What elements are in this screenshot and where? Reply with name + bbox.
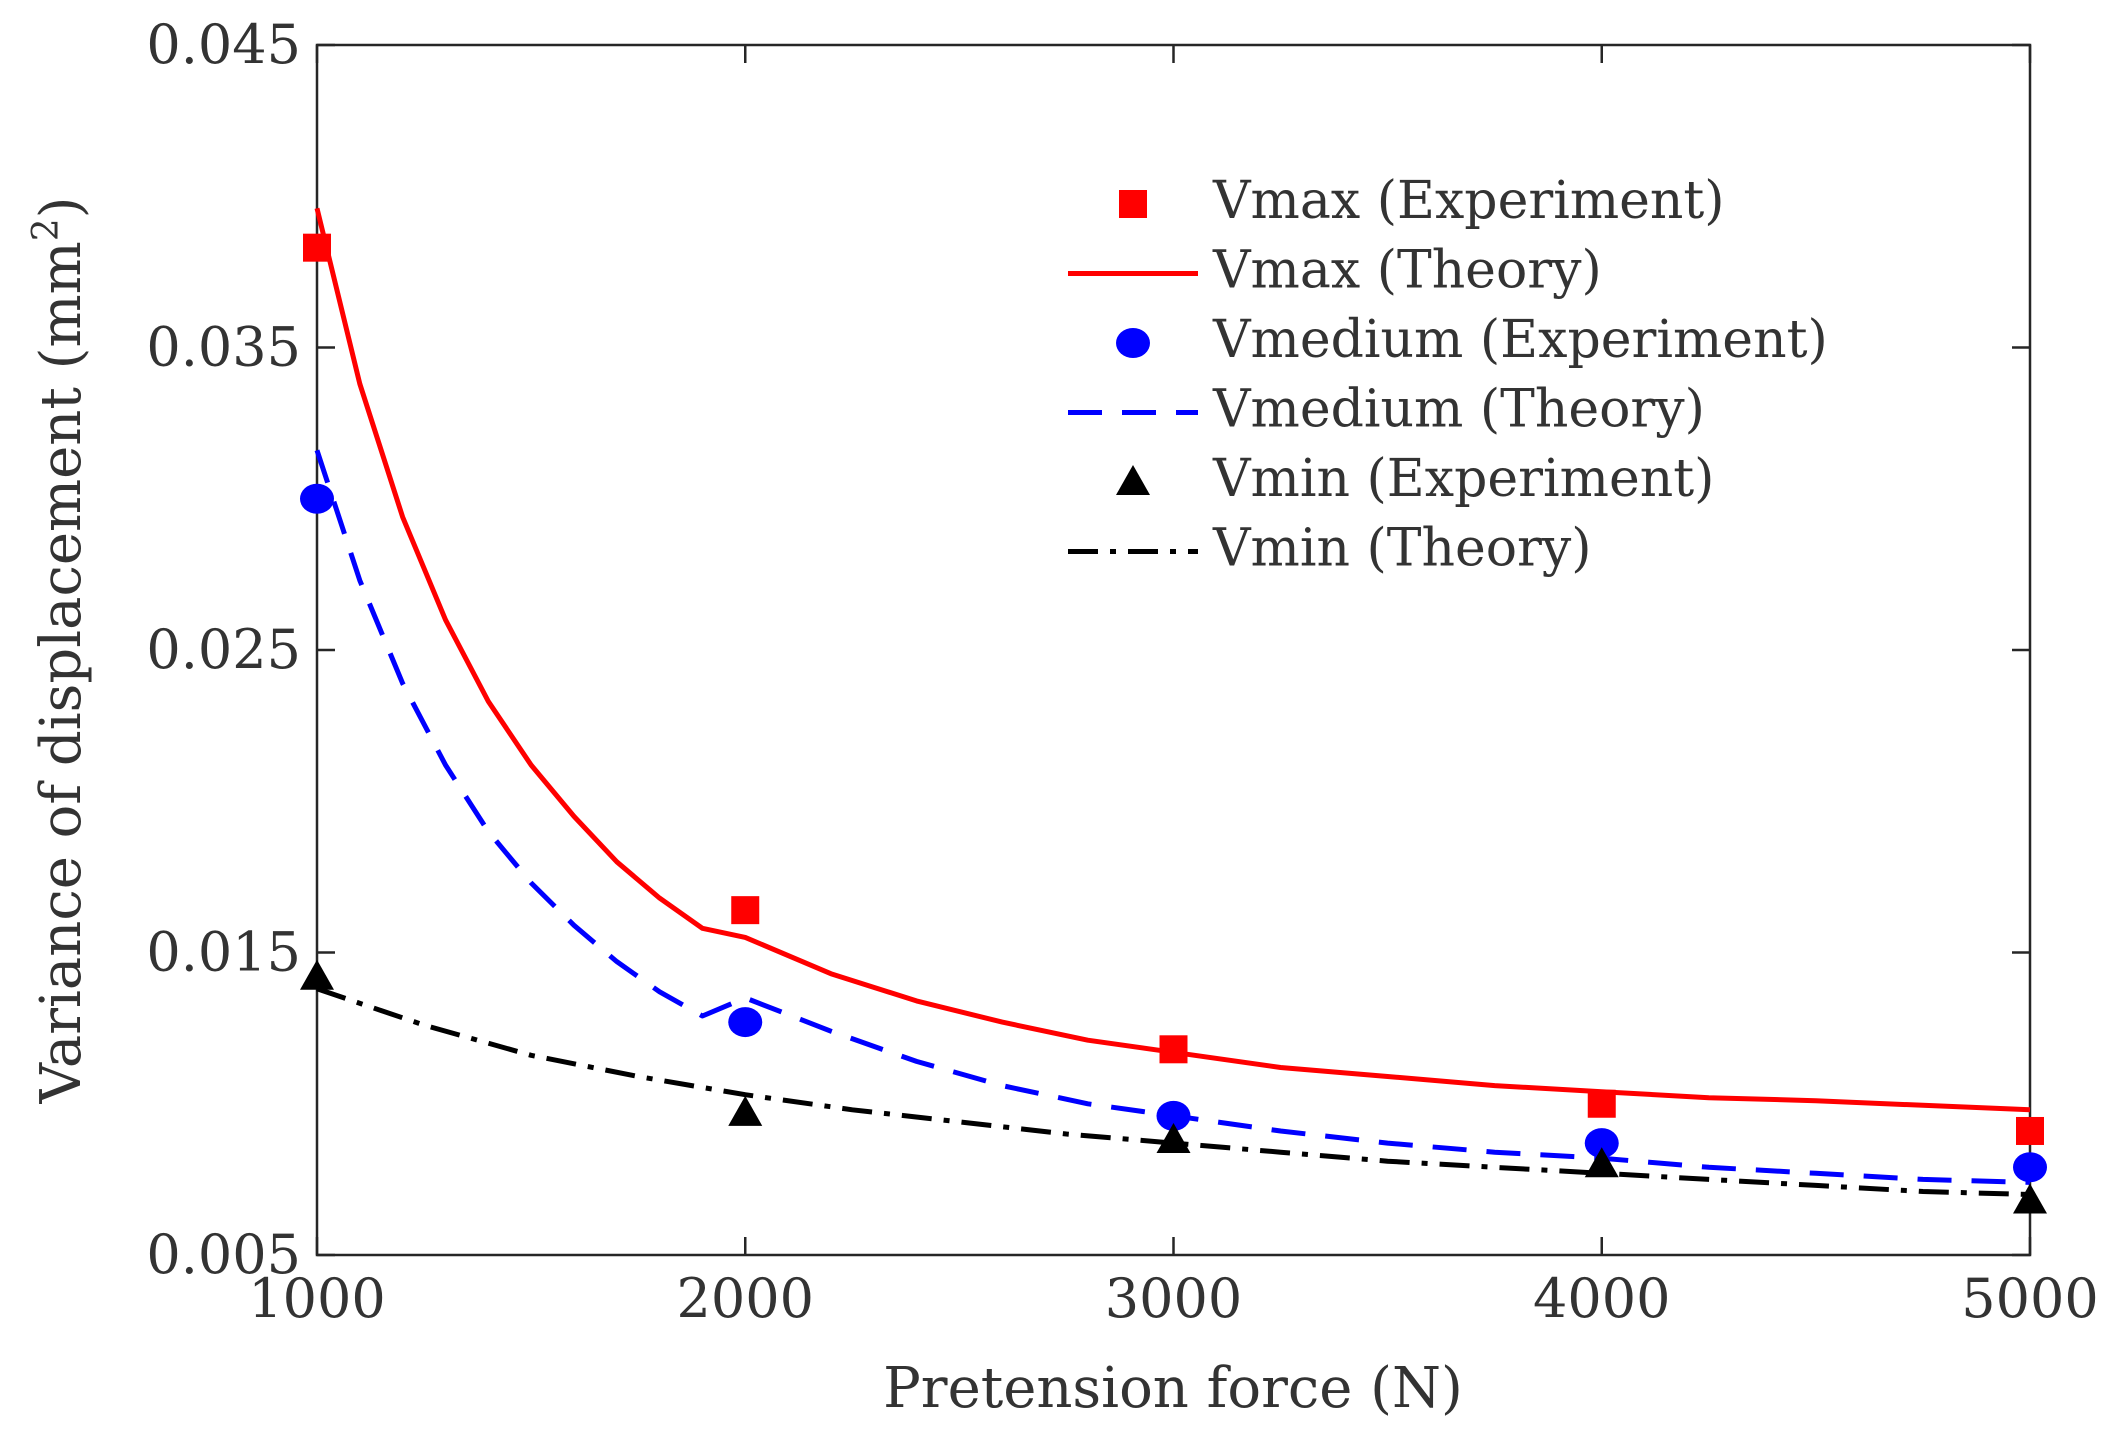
y-tick-label-0: 0.005	[146, 1223, 301, 1286]
series-1-point-3	[1584, 1128, 1619, 1159]
legend: Vmax (Experiment) Vmax (Theory) Vmedium (E…	[1068, 171, 1828, 579]
x-tick-label-4: 5000	[1961, 1267, 2098, 1330]
y-axis-title: Variance of displacement (mm2)	[26, 197, 94, 1105]
series-2-point-0	[300, 959, 334, 990]
legend-label-4: Vmin (Experiment)	[1212, 449, 1714, 509]
x-tick-label-1: 2000	[677, 1267, 814, 1330]
legend-label-3: Vmedium (Theory)	[1212, 380, 1705, 440]
series-1-point-0	[300, 483, 334, 514]
series-2-point-3	[1584, 1147, 1619, 1178]
legend-label-5: Vmin (Theory)	[1212, 519, 1592, 579]
series-0-point-1	[731, 896, 760, 925]
series-line-0	[314, 207, 2031, 1113]
legend-label-2: Vmedium (Experiment)	[1212, 310, 1828, 370]
series-1-point-4	[2013, 1152, 2047, 1183]
y-axis-title-suffix: )	[29, 197, 94, 219]
axis-ticks	[315, 43, 2032, 1257]
y-tick-label-3: 0.035	[146, 316, 301, 379]
y-tick-label-1: 0.015	[146, 921, 301, 984]
x-axis-title: Pretension force (N)	[883, 1356, 1463, 1421]
series-2-point-4	[2013, 1183, 2047, 1214]
y-tick-label-4: 0.045	[146, 13, 301, 76]
series-2-point-1	[728, 1095, 763, 1126]
series-0-point-3	[1587, 1089, 1616, 1118]
legend-marker-2	[1116, 328, 1150, 358]
y-tick-label-2: 0.025	[146, 618, 301, 681]
series-2-point-2	[1156, 1123, 1191, 1154]
y-axis-title-superscript: 2	[26, 218, 67, 241]
legend-marker-4	[1116, 465, 1150, 495]
legend-marker-0	[1119, 190, 1147, 218]
series-layer	[300, 207, 2047, 1214]
series-0-point-4	[2016, 1116, 2044, 1145]
legend-label-0: Vmax (Experiment)	[1212, 171, 1725, 231]
y-axis-title-main: Variance of displacement (mm	[29, 241, 94, 1104]
series-1-point-2	[1156, 1100, 1191, 1131]
plot-frame	[315, 43, 2032, 1257]
x-tick-label-2: 3000	[1105, 1267, 1242, 1330]
tick-labels: 1000 2000 3000 4000 5000 0.005 0.015 0.025 0.035…	[146, 13, 2098, 1330]
legend-label-1: Vmax (Theory)	[1212, 241, 1602, 301]
series-0-point-0	[303, 233, 331, 262]
series-line-1	[314, 449, 2031, 1185]
x-tick-label-3: 4000	[1533, 1267, 1670, 1330]
series-0-point-2	[1159, 1035, 1188, 1064]
series-line-2	[316, 986, 2031, 1197]
x-tick-label-0: 1000	[248, 1267, 385, 1330]
series-1-point-1	[728, 1007, 763, 1038]
